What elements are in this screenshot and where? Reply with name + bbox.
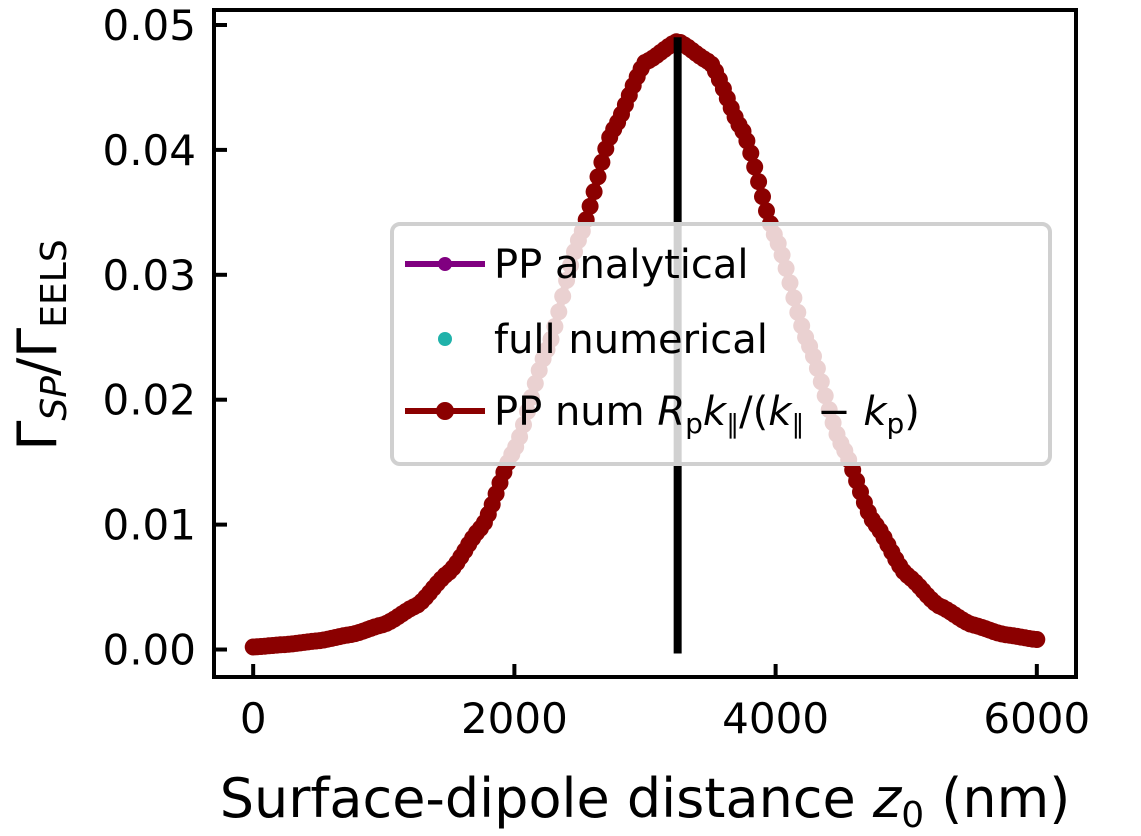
y-tick-label: 0.04 [102, 126, 196, 175]
x-axis-ticks: 0 2000 4000 6000 [240, 664, 1090, 743]
y-axis-title-sub1: SP [34, 376, 75, 421]
data-point [746, 158, 764, 176]
legend-handle-analytical-marker [438, 257, 452, 271]
x-tick-label: 0 [240, 694, 267, 743]
x-tick-label: 4000 [722, 694, 829, 743]
y-axis-title-sep: / [6, 357, 69, 376]
legend-handle-numerical-marker [438, 332, 452, 346]
legend-label-ppnum: PP num Rpk∥/(k∥ − kp) [494, 389, 920, 440]
y-axis-title-gamma1: Γ [6, 421, 69, 451]
x-axis-title-var: z [872, 767, 903, 830]
plot-frame [212, 8, 1078, 679]
legend-box [390, 222, 1052, 466]
data-point [742, 144, 760, 162]
legend-label-numerical: full numerical [494, 317, 768, 363]
y-tick-label: 0.05 [102, 1, 196, 50]
legend-handle-ppnum-marker [436, 402, 454, 420]
y-axis-title-gamma2: Γ [6, 328, 69, 358]
x-tick-label: 2000 [461, 694, 568, 743]
x-axis-title-sub: 0 [901, 795, 924, 836]
y-tick-label: 0.01 [102, 501, 196, 550]
legend-label-analytical: PP analytical [494, 242, 749, 288]
y-tick-label: 0.03 [102, 251, 196, 300]
data-point [750, 173, 768, 191]
y-axis-title-sub2: EELS [34, 239, 75, 327]
y-tick-label: 0.00 [102, 626, 196, 675]
data-point [758, 202, 775, 220]
data-point [593, 153, 611, 171]
y-tick-label: 0.02 [102, 376, 196, 425]
data-point [754, 188, 771, 206]
data-point [581, 197, 599, 215]
data-point [589, 168, 607, 186]
y-axis-ticks: 0.00 0.01 0.02 0.03 0.04 0.05 [102, 1, 227, 675]
x-tick-label: 6000 [983, 694, 1090, 743]
x-axis-title: Surface-dipole distance z0 (nm) [220, 767, 1071, 836]
y-axis-title: ΓSP/ΓEELS [6, 239, 75, 450]
data-point [585, 183, 603, 201]
data-point [1028, 631, 1046, 648]
legend: PP analytical full numerical PP num Rpk∥… [390, 222, 1052, 466]
x-axis-title-text: Surface-dipole distance [220, 767, 873, 830]
x-axis-title-unit: (nm) [924, 767, 1070, 830]
